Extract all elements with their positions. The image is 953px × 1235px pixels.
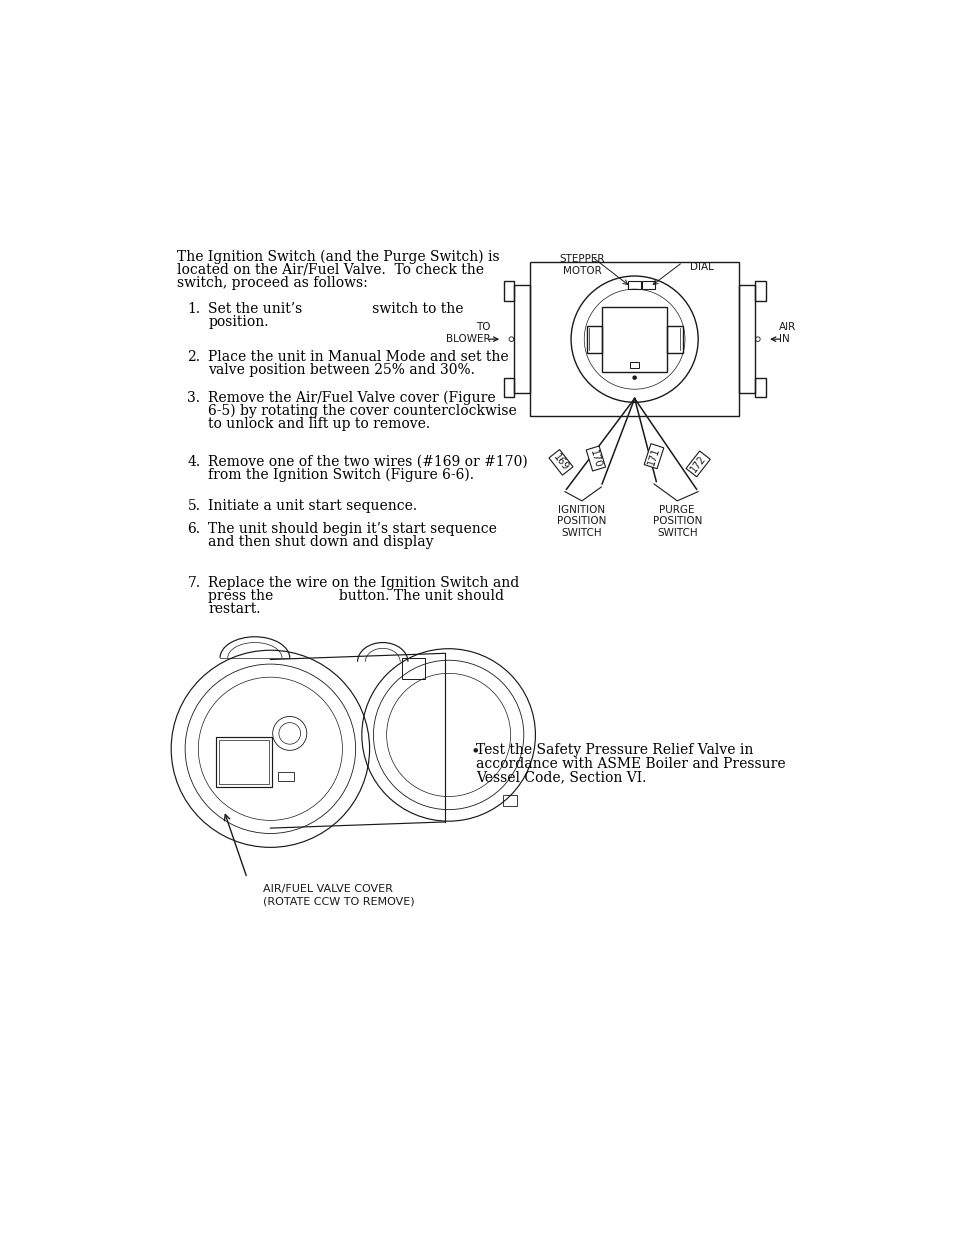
Text: Test the Safety Pressure Relief Valve in: Test the Safety Pressure Relief Valve in <box>476 742 752 757</box>
Text: 171: 171 <box>646 446 661 467</box>
Text: 4.: 4. <box>187 454 200 468</box>
Text: STEPPER
MOTOR: STEPPER MOTOR <box>558 254 604 277</box>
Text: PURGE
POSITION
SWITCH: PURGE POSITION SWITCH <box>652 505 701 538</box>
Text: 5.: 5. <box>187 499 200 513</box>
Text: switch, proceed as follows:: switch, proceed as follows: <box>177 275 368 290</box>
Text: accordance with ASME Boiler and Pressure: accordance with ASME Boiler and Pressure <box>476 757 784 771</box>
Text: IGNITION
POSITION
SWITCH: IGNITION POSITION SWITCH <box>557 505 606 538</box>
Text: restart.: restart. <box>208 601 260 616</box>
Text: The Ignition Switch (and the Purge Switch) is: The Ignition Switch (and the Purge Switc… <box>177 249 499 264</box>
Text: DIAL: DIAL <box>690 262 714 272</box>
Text: position.: position. <box>208 315 269 330</box>
Text: 172: 172 <box>688 453 707 474</box>
Text: TO
BLOWER: TO BLOWER <box>445 322 490 343</box>
Text: 6.: 6. <box>187 521 200 536</box>
Text: 7.: 7. <box>187 576 200 589</box>
Text: and then shut down and display: and then shut down and display <box>208 535 434 548</box>
Text: The unit should begin it’s start sequence: The unit should begin it’s start sequenc… <box>208 521 497 536</box>
Text: 2.: 2. <box>187 350 200 364</box>
Text: to unlock and lift up to remove.: to unlock and lift up to remove. <box>208 417 430 431</box>
Circle shape <box>474 748 476 752</box>
Text: AIR/FUEL VALVE COVER
(ROTATE CCW TO REMOVE): AIR/FUEL VALVE COVER (ROTATE CCW TO REMO… <box>262 884 414 906</box>
Text: 170: 170 <box>588 448 602 469</box>
Text: Initiate a unit start sequence.: Initiate a unit start sequence. <box>208 499 417 513</box>
Text: 6-5) by rotating the cover counterclockwise: 6-5) by rotating the cover counterclockw… <box>208 404 517 419</box>
Text: 1.: 1. <box>187 303 200 316</box>
Text: Replace the wire on the Ignition Switch and: Replace the wire on the Ignition Switch … <box>208 576 519 589</box>
Text: AIR
IN: AIR IN <box>778 322 795 343</box>
Text: valve position between 25% and 30%.: valve position between 25% and 30%. <box>208 363 475 377</box>
Text: located on the Air/Fuel Valve.  To check the: located on the Air/Fuel Valve. To check … <box>177 263 484 277</box>
Text: from the Ignition Switch (Figure 6-6).: from the Ignition Switch (Figure 6-6). <box>208 468 474 482</box>
Text: press the               button. The unit should: press the button. The unit should <box>208 589 504 603</box>
Text: Place the unit in Manual Mode and set the: Place the unit in Manual Mode and set th… <box>208 350 509 364</box>
Text: Remove one of the two wires (#169 or #170): Remove one of the two wires (#169 or #17… <box>208 454 528 468</box>
Circle shape <box>633 377 636 379</box>
Text: Set the unit’s                switch to the: Set the unit’s switch to the <box>208 303 463 316</box>
Text: Remove the Air/Fuel Valve cover (Figure: Remove the Air/Fuel Valve cover (Figure <box>208 390 496 405</box>
Text: Vessel Code, Section VI.: Vessel Code, Section VI. <box>476 771 645 784</box>
Text: 3.: 3. <box>187 390 200 405</box>
Text: 169: 169 <box>551 452 570 473</box>
